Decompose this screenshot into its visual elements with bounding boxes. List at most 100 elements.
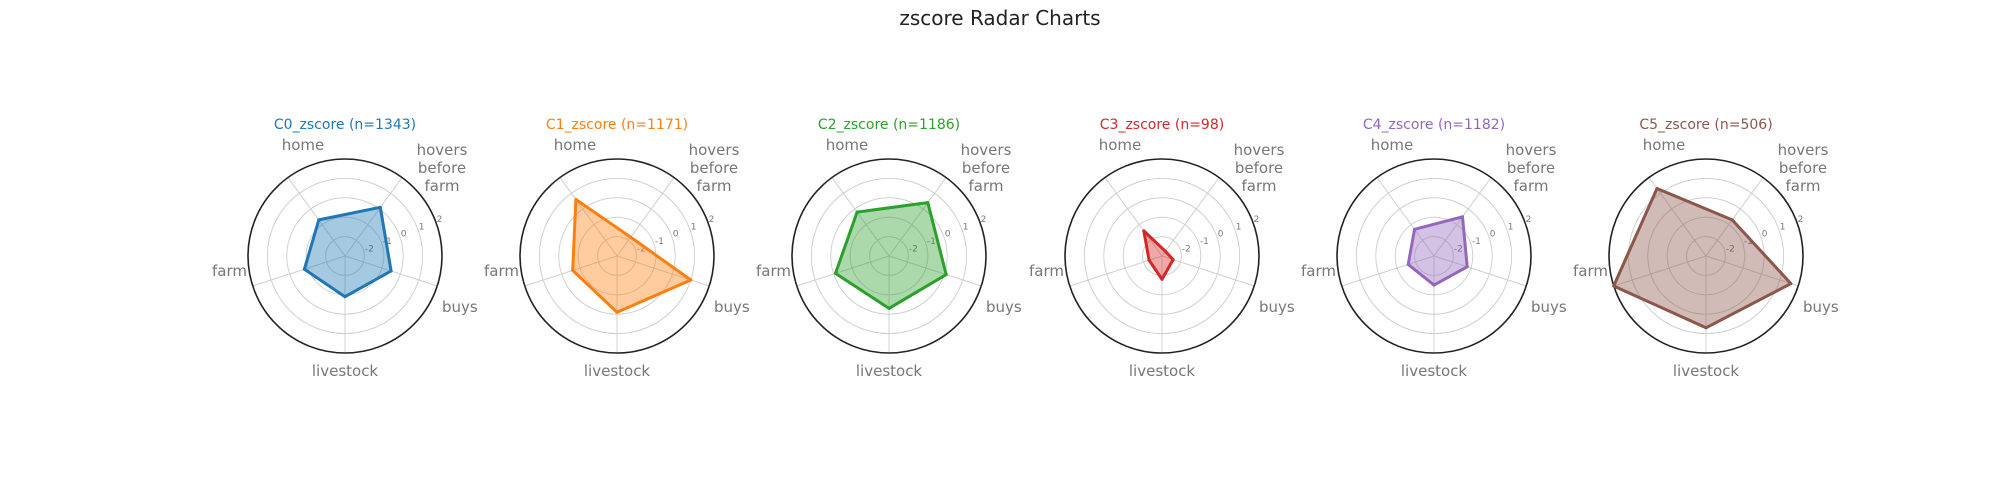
axis-spoke [252,255,346,287]
radial-tick-label: 0 [945,230,951,240]
figure-title: zscore Radar Charts [899,6,1100,30]
radial-tick-label: -1 [655,237,664,247]
axis-label: livestock [1401,362,1468,380]
axis-label-line: hovers [1778,141,1829,159]
axis-label-line: hovers [1234,141,1285,159]
axis-label: hovers before farm [961,141,1012,195]
radial-tick-label: -1 [1744,237,1753,247]
series-area [572,199,691,313]
axis-spoke [888,177,947,257]
axis-label-line: hovers [689,141,740,159]
radial-tick-label: -2 [1182,245,1191,255]
series-point [1461,215,1465,219]
axis-spoke [1104,177,1163,257]
axis-label-line: buys [442,298,478,316]
radial-tick-label: 0 [401,230,407,240]
axis-label: farm [1573,262,1608,280]
axis-label-line: livestock [584,362,651,380]
series-point [389,269,393,273]
series-point [1160,277,1164,281]
axis-label: home [1099,136,1142,154]
axis-label-line: home [826,136,869,154]
axis-label-line: livestock [312,362,379,380]
axis-label-line: livestock [1673,362,1740,380]
axis-label-line: farm [1514,177,1549,195]
series-line [571,198,693,314]
axis-spoke [1161,255,1255,287]
axis-label-line: farm [425,177,460,195]
axis-label-line: livestock [1401,362,1468,380]
axis-label: home [282,136,325,154]
panel-title: C3_zscore (n=98) [1100,117,1224,133]
axis-spoke [287,177,346,257]
series-point [615,310,619,314]
polar-frame [1336,158,1532,354]
radial-tick-label: 2 [1798,215,1804,225]
radial-tick-label: -2 [637,245,646,255]
axis-label: home [554,136,597,154]
axis-label: hovers before farm [1778,141,1829,195]
radial-tick-label: -2 [1454,245,1463,255]
axis-label-line: home [554,136,597,154]
panel-title: C5_zscore (n=506) [1639,117,1772,133]
radial-tick-label: 1 [1780,222,1786,232]
axis-spoke [524,255,618,287]
series-point [571,268,575,272]
radial-tick-label: 2 [981,215,987,225]
axis-label-line: farm [697,177,732,195]
axis-label: farm [212,262,247,280]
axis-spoke [616,177,675,257]
axis-label-line: hovers [961,141,1012,159]
axis-label: livestock [856,362,923,380]
axis-label-line: before [1507,159,1555,177]
radial-tick-label: 2 [709,215,715,225]
series-point [926,201,930,205]
radial-tick-label: 1 [419,222,425,232]
polar-frame [1064,158,1260,354]
axis-label-line: before [1235,159,1283,177]
axis-label-line: farm [969,177,1004,195]
series-point [574,197,578,201]
radial-tick-label: -1 [1200,237,1209,247]
axis-label-line: livestock [1129,362,1196,380]
radial-tick-label: 0 [1490,230,1496,240]
axis-label: livestock [312,362,379,380]
panel-title: C4_zscore (n=1182) [1363,117,1505,133]
radial-tick-label: 1 [963,222,969,232]
series-line [302,205,393,299]
axis-label: farm [1029,262,1064,280]
axis-label-line: farm [1301,262,1336,280]
axis-spoke [1705,255,1799,287]
radial-tick-label: 2 [1254,215,1260,225]
axis-label: home [826,136,869,154]
radial-tick-label: 0 [1762,230,1768,240]
polar-frame [791,158,987,354]
axis-label-line: farm [1786,177,1821,195]
axis-label-line: home [1371,136,1414,154]
axis-spoke [888,255,982,287]
axis-label: buys [986,298,1022,316]
axis-spoke [559,177,618,257]
radial-tick-label: -1 [1472,237,1481,247]
axis-label-line: before [962,159,1010,177]
axis-label-line: hovers [417,141,468,159]
series-point [343,295,347,299]
axis-label-line: farm [212,262,247,280]
radial-tick-label: 0 [1218,230,1224,240]
axis-spoke [831,177,890,257]
axis-label: hovers before farm [417,141,468,195]
series-point [1465,265,1469,269]
panel-title: C1_zscore (n=1171) [546,117,688,133]
series-point [317,218,321,222]
series-point [1704,326,1708,330]
polar-frame [247,158,443,354]
axis-spoke [1433,255,1527,287]
radial-tick-label: -1 [927,237,936,247]
axis-label: buys [1803,298,1839,316]
axis-spoke [796,255,890,287]
polar-frame [1608,158,1804,354]
